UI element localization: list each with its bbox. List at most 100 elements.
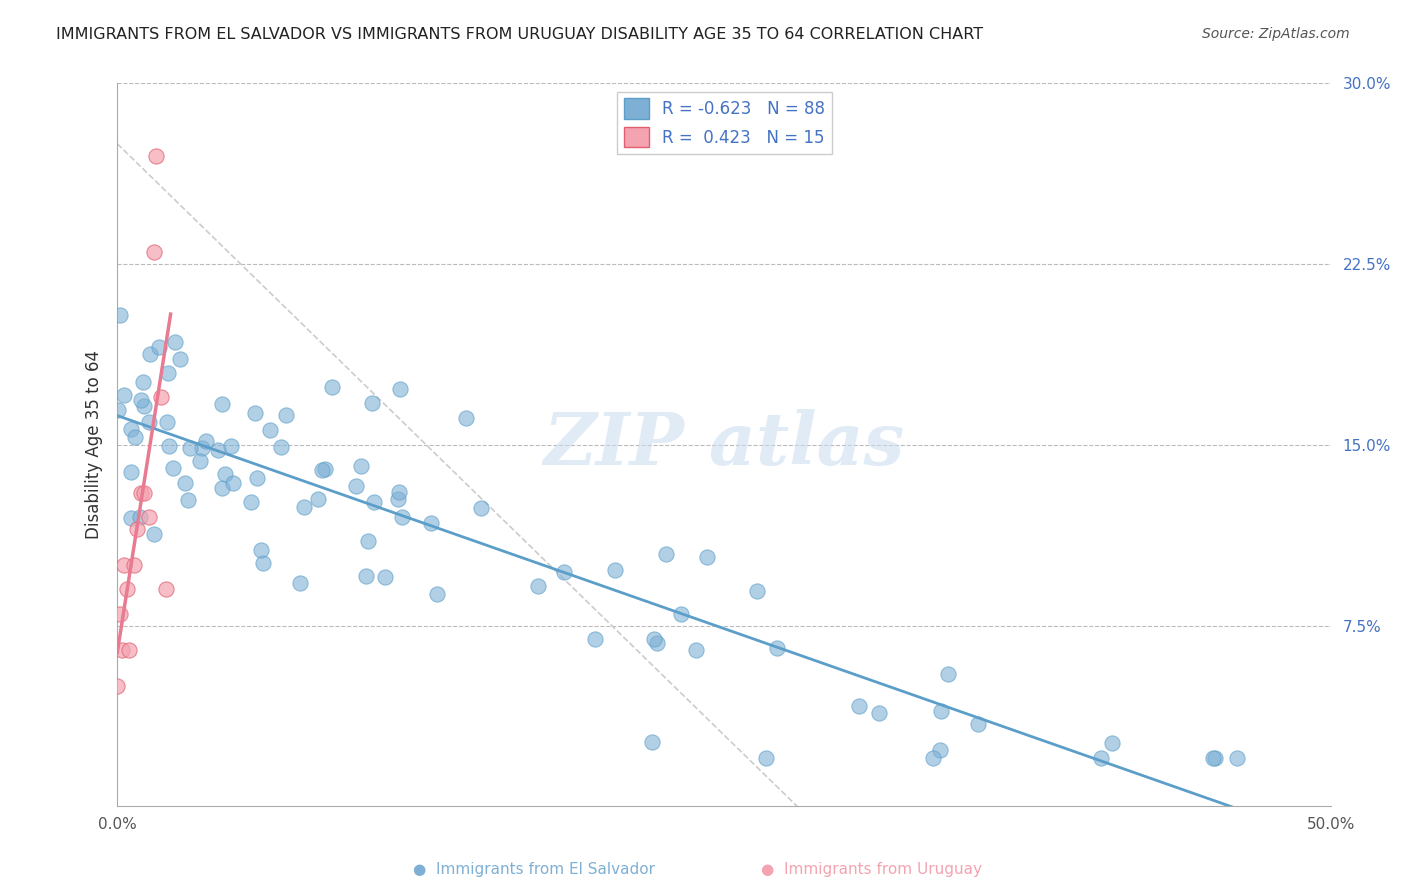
Point [696,549,718,564]
Point [389,382,412,396]
Point [868,706,890,721]
Point [122,558,145,573]
Point [131,486,153,500]
Point [374,570,396,584]
Point [222,476,245,491]
Point [361,396,384,410]
Point [245,406,267,420]
Point [191,441,214,455]
Point [138,415,160,429]
Point [426,587,449,601]
Point [143,527,166,541]
Legend: R = -0.623   N = 88, R =  0.423   N = 15: R = -0.623 N = 88, R = 0.423 N = 15 [617,92,831,154]
Point [308,491,330,506]
Point [1090,751,1112,765]
Point [645,635,668,649]
Point [148,340,170,354]
Point [138,510,160,524]
Point [671,607,693,622]
Point [155,582,177,597]
Point [344,479,367,493]
Point [321,380,343,394]
Point [107,403,129,417]
Point [1204,751,1226,765]
Point [149,390,172,404]
Point [553,565,575,579]
Text: Source: ZipAtlas.com: Source: ZipAtlas.com [1202,27,1350,41]
Point [110,309,132,323]
Point [929,743,952,757]
Point [685,643,707,657]
Point [128,509,150,524]
Point [156,415,179,429]
Point [350,459,373,474]
Text: IMMIGRANTS FROM EL SALVADOR VS IMMIGRANTS FROM URUGUAY DISABILITY AGE 35 TO 64 C: IMMIGRANTS FROM EL SALVADOR VS IMMIGRANT… [56,27,983,42]
Point [111,642,134,657]
Point [1226,751,1249,765]
Point [163,334,186,349]
Point [387,491,409,506]
Point [214,467,236,482]
Point [391,510,413,524]
Point [121,465,143,479]
Point [138,347,160,361]
Point [157,366,180,380]
Point [288,576,311,591]
Point [936,666,959,681]
Point [134,399,156,413]
Point [157,439,180,453]
Point [112,388,135,402]
Point [967,717,990,731]
Point [1101,737,1123,751]
Text: ZIP atlas: ZIP atlas [544,409,905,481]
Point [1202,751,1225,765]
Point [105,679,128,693]
Point [125,522,148,536]
Point [177,492,200,507]
Point [470,501,492,516]
Point [132,486,155,500]
Point [363,495,385,509]
Point [527,579,550,593]
Point [357,533,380,548]
Point [420,516,443,530]
Point [249,542,271,557]
Point [292,500,315,514]
Point [179,441,201,455]
Point [129,392,152,407]
Point [120,422,142,436]
Y-axis label: Disability Age 35 to 64: Disability Age 35 to 64 [86,351,103,540]
Point [124,430,146,444]
Point [755,751,778,765]
Point [114,558,136,573]
Point [169,351,191,366]
Point [356,569,378,583]
Point [118,642,141,657]
Point [120,510,142,524]
Point [747,584,769,599]
Point [388,485,411,500]
Text: ●  Immigrants from El Salvador: ● Immigrants from El Salvador [413,863,655,877]
Point [115,582,138,597]
Point [162,461,184,475]
Point [314,462,336,476]
Point [174,475,197,490]
Point [848,698,870,713]
Point [207,443,229,458]
Text: ●  Immigrants from Uruguay: ● Immigrants from Uruguay [761,863,983,877]
Point [194,434,217,448]
Point [311,463,333,477]
Point [219,439,242,453]
Point [240,495,263,509]
Point [274,408,297,422]
Point [655,548,678,562]
Point [603,563,626,577]
Point [922,751,945,765]
Point [583,632,606,647]
Point [454,411,477,425]
Point [766,641,789,656]
Point [132,375,155,389]
Point [259,423,281,437]
Point [211,481,233,495]
Point [211,396,233,410]
